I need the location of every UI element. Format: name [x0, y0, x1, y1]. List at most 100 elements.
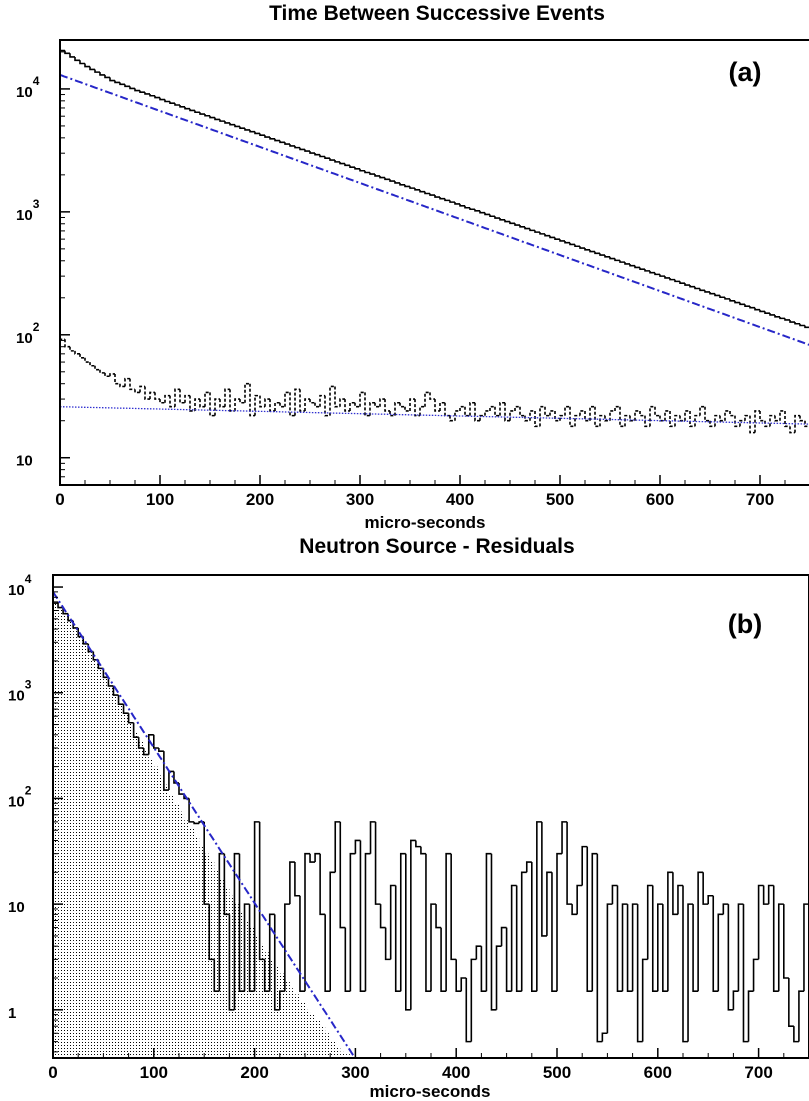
histogram-bin	[309, 151, 315, 154]
histogram-bin	[694, 414, 700, 427]
histogram-bin	[374, 821, 381, 905]
histogram-bin	[744, 304, 750, 307]
histogram-bin	[611, 884, 618, 905]
x-axis-label-b: micro-seconds	[370, 1082, 491, 1101]
fill-bin	[284, 980, 290, 1058]
histogram-bin	[798, 990, 804, 1042]
histogram-bin	[669, 410, 675, 428]
histogram-bin	[224, 121, 230, 124]
histogram-bin	[124, 377, 130, 387]
histogram-bin	[114, 373, 120, 385]
fill-bin	[173, 803, 179, 1058]
histogram-bin	[509, 221, 515, 225]
y-tick-exponent: 2	[25, 783, 32, 797]
histogram-bin	[699, 405, 705, 416]
histogram-bin	[474, 402, 480, 422]
histogram-bin	[324, 156, 330, 160]
histogram-bin	[409, 186, 415, 189]
histogram-bin	[259, 133, 265, 137]
histogram-bin	[762, 885, 769, 905]
fill-bin	[219, 879, 225, 1058]
histogram-bin	[189, 108, 195, 112]
histogram-bin	[434, 195, 440, 198]
histogram-bin	[154, 392, 160, 400]
histogram-bin	[499, 218, 505, 221]
histogram-bin	[794, 414, 800, 433]
histogram-bin	[184, 106, 190, 110]
histogram-bin	[57, 602, 64, 609]
histogram-bin	[449, 415, 455, 422]
histogram-bin	[631, 903, 638, 992]
histogram-bin	[687, 903, 694, 1042]
histogram-bin	[324, 395, 330, 417]
fit-curve-b-1	[53, 591, 355, 1057]
histogram-bin	[234, 124, 240, 128]
histogram-bin	[469, 401, 475, 416]
x-axis-a: 0 100 200 300 400 500 600 700	[55, 475, 786, 509]
fill-bin	[294, 994, 300, 1058]
histogram-bin	[430, 903, 437, 992]
fill-bin	[315, 1020, 321, 1058]
histogram-bin	[384, 399, 390, 412]
histogram-bin	[273, 914, 280, 1011]
histogram-bin	[500, 926, 507, 947]
histogram-bin	[677, 884, 683, 915]
histogram-bin	[329, 385, 335, 416]
histogram-bin	[62, 607, 69, 615]
histogram-bin	[178, 782, 185, 795]
histogram-bin	[789, 319, 795, 323]
histogram-bin	[551, 872, 557, 992]
histogram-bin	[601, 1032, 608, 1042]
histogram-bin	[389, 884, 396, 960]
x-tick-label: 200	[246, 490, 274, 509]
histogram-bin	[289, 392, 295, 417]
histogram-bin	[349, 852, 356, 992]
fill-bin	[189, 828, 195, 1058]
histogram-bin	[450, 853, 457, 961]
histogram-bin	[614, 405, 620, 411]
histogram-bin	[539, 232, 545, 235]
histogram-bin	[159, 399, 165, 404]
fill-bin	[340, 1051, 346, 1058]
histogram-bin	[589, 249, 595, 253]
histogram-bin	[629, 415, 635, 422]
series-b-2	[53, 601, 809, 1058]
histogram-bin	[314, 852, 321, 863]
histogram-bin	[158, 747, 164, 752]
histogram-bin	[223, 853, 230, 916]
histogram-bin	[734, 415, 740, 428]
histogram-bin	[757, 884, 764, 960]
histogram-bin	[309, 399, 315, 404]
histogram-bin	[485, 852, 492, 992]
histogram-bin	[294, 862, 300, 897]
histogram-bin	[213, 959, 220, 992]
histogram-bin	[489, 214, 495, 218]
fit-curve-a-1	[60, 73, 809, 346]
histogram-bin	[439, 197, 445, 200]
histogram-bin	[174, 103, 180, 106]
histogram-bin	[639, 410, 645, 417]
histogram-bin	[374, 174, 380, 177]
histogram-bin	[79, 353, 85, 359]
histogram-bin	[299, 389, 305, 412]
fill-bin	[204, 853, 210, 1058]
histogram-bin	[774, 415, 780, 422]
fill-bin	[153, 766, 159, 1058]
histogram-bin	[564, 240, 570, 244]
histogram-bin	[405, 853, 411, 1011]
histogram-bin	[624, 414, 630, 427]
histogram-bin	[184, 394, 190, 403]
fill-bin	[128, 722, 134, 1058]
histogram-bin	[434, 399, 440, 412]
series-a-1	[60, 49, 809, 485]
histogram-bin	[714, 414, 720, 427]
histogram-bin	[179, 389, 185, 404]
histogram-bin	[384, 927, 391, 961]
histogram-bin	[264, 398, 270, 407]
histogram-bin	[114, 80, 120, 84]
axis-frame-a	[59, 39, 809, 486]
histogram-bin	[774, 314, 780, 318]
histogram-bin	[119, 82, 125, 86]
histogram-bin	[509, 410, 515, 421]
